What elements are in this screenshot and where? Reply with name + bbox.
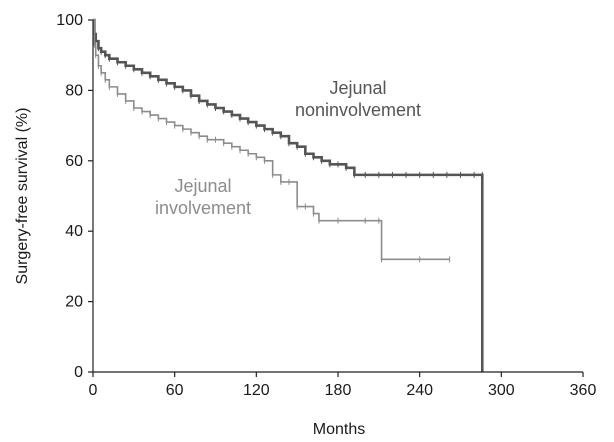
y-tick-label: 0 [74,364,83,381]
x-tick-label: 0 [89,382,98,399]
x-tick-label: 180 [325,382,352,399]
x-axis-title: Months [313,421,365,438]
y-tick-label: 60 [65,153,83,170]
x-tick-label: 240 [406,382,433,399]
series-label: Jejunal [174,176,231,196]
x-tick-label: 360 [570,382,597,399]
series-label: Jejunal [329,78,386,98]
survival-step-line [93,18,484,372]
y-axis-title: Surgery-free survival (%) [14,108,31,285]
y-tick-label: 80 [65,82,83,99]
y-tick-label: 20 [65,294,83,311]
x-tick-label: 300 [488,382,515,399]
series-label: involvement [155,198,251,218]
x-tick-label: 120 [243,382,270,399]
axes: 0 20 40 60 80 100 0 60 120 180 240 300 360 [56,12,596,399]
survival-step-line [93,19,450,261]
y-tick-label: 100 [56,12,83,29]
series-label: noninvolvement [295,100,421,120]
x-tick-label: 60 [166,382,184,399]
y-tick-label: 40 [65,223,83,240]
